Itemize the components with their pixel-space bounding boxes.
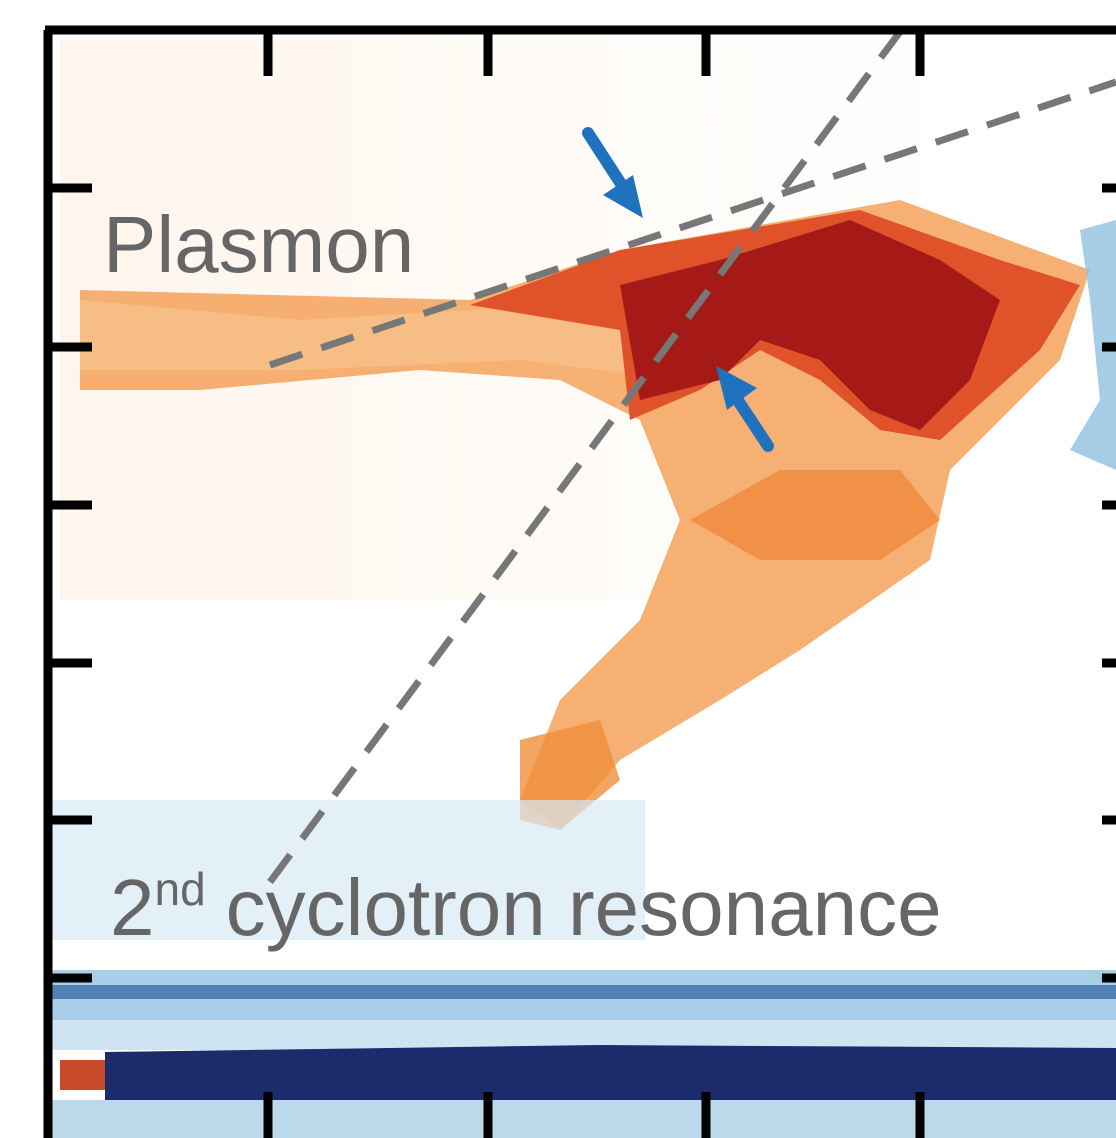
blue-light [45, 1020, 1116, 1050]
blue-faint [45, 800, 645, 940]
orange-tail [690, 470, 940, 560]
dark-red-region [620, 220, 1000, 430]
label-text: cyclotron resonance [226, 863, 942, 952]
arrow [582, 127, 643, 218]
navy-band [105, 1045, 1116, 1105]
suffix: nd [155, 863, 206, 915]
red-spot [60, 1060, 105, 1090]
cyclotron-label: 2nd cyclotron resonance [110, 863, 942, 952]
blue-bottom [45, 1100, 1116, 1138]
arrow [716, 366, 774, 452]
guide-line [267, 22, 908, 885]
axes [43, 25, 1116, 1138]
plasmon-label: Plasmon [103, 200, 414, 289]
order: 2 [110, 863, 155, 952]
guide-line [268, 78, 1116, 369]
blue-line [45, 985, 1116, 999]
blue-edge [1070, 220, 1116, 470]
heatmap [45, 30, 1116, 1138]
